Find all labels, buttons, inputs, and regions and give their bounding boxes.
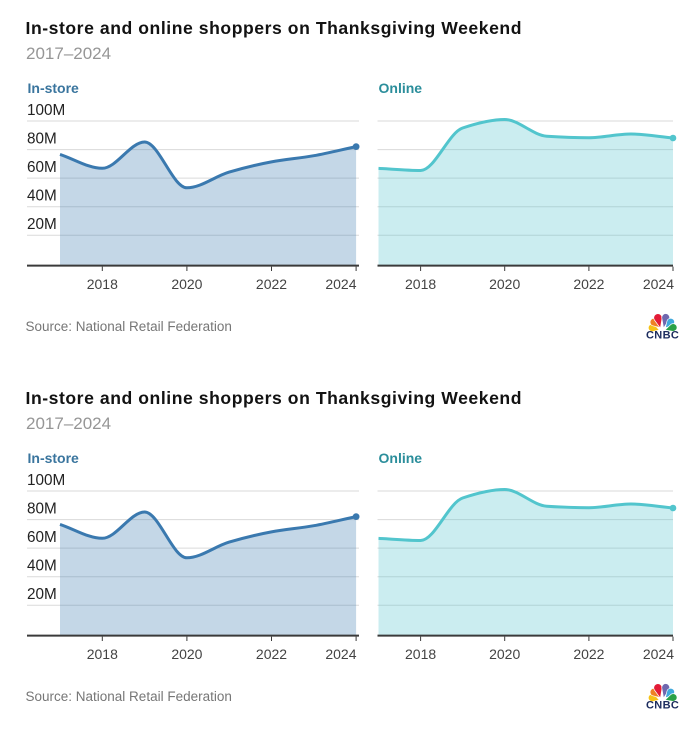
svg-text:2018: 2018: [405, 646, 436, 662]
svg-text:2022: 2022: [256, 646, 287, 662]
svg-text:80M: 80M: [27, 501, 57, 518]
svg-text:2024: 2024: [325, 276, 356, 292]
svg-text:CNBC: CNBC: [646, 700, 679, 712]
svg-text:2020: 2020: [489, 276, 520, 292]
svg-text:20M: 20M: [27, 586, 57, 603]
svg-text:40M: 40M: [27, 558, 57, 575]
svg-text:80M: 80M: [27, 131, 57, 148]
svg-text:2020: 2020: [171, 646, 202, 662]
svg-text:2018: 2018: [87, 646, 118, 662]
svg-text:2018: 2018: [87, 276, 118, 292]
svg-text:2018: 2018: [405, 276, 436, 292]
svg-text:2022: 2022: [573, 646, 604, 662]
svg-text:60M: 60M: [27, 159, 57, 176]
svg-text:2022: 2022: [573, 276, 604, 292]
svg-text:2022: 2022: [256, 276, 287, 292]
svg-text:100M: 100M: [27, 472, 65, 489]
svg-text:20M: 20M: [27, 216, 57, 233]
svg-text:CNBC: CNBC: [646, 330, 679, 342]
svg-text:2020: 2020: [489, 646, 520, 662]
svg-text:100M: 100M: [27, 102, 65, 119]
svg-text:2024: 2024: [643, 646, 674, 662]
svg-text:60M: 60M: [27, 529, 57, 546]
svg-text:40M: 40M: [27, 188, 57, 205]
svg-text:2024: 2024: [325, 646, 356, 662]
svg-text:2020: 2020: [171, 276, 202, 292]
svg-text:2024: 2024: [643, 276, 674, 292]
